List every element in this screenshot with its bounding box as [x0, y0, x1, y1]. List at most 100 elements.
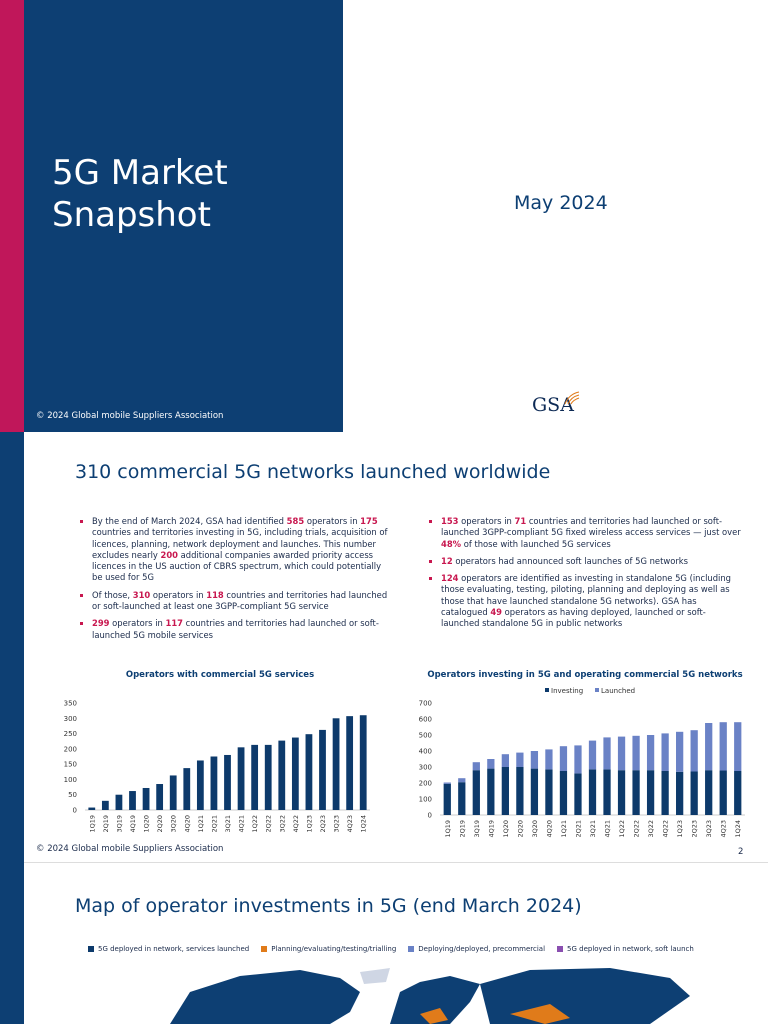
y-tick-label: 400: [419, 748, 432, 756]
x-tick-label: 3Q19: [473, 820, 481, 838]
bullet: By the end of March 2024, GSA had identi…: [80, 516, 392, 584]
bullet-text: Of those,: [92, 589, 133, 600]
page-number: 2: [738, 847, 744, 857]
x-tick-label: 2Q19: [102, 815, 110, 833]
x-tick-label: 1Q22: [618, 820, 626, 838]
x-tick-label: 3Q20: [531, 820, 539, 838]
bar-segment: [734, 722, 742, 771]
x-tick-label: 3Q22: [278, 815, 286, 833]
legend-swatch: [88, 946, 94, 952]
highlight: 310: [132, 589, 151, 600]
highlight: 117: [165, 618, 183, 629]
x-tick-label: 2Q19: [458, 820, 466, 838]
x-tick-label: 1Q23: [676, 820, 684, 838]
map-greenland: [360, 968, 390, 984]
bar-segment: [661, 771, 669, 815]
x-tick-label: 2Q21: [210, 815, 218, 833]
x-tick-label: 4Q19: [487, 820, 495, 838]
logo-arcs: [564, 391, 580, 405]
bullets-right: 153 operators in 71 countries and territ…: [427, 516, 741, 636]
legend-label: 5G deployed in network, services launche…: [98, 945, 250, 953]
legend-swatch: [595, 688, 599, 692]
bullet-text: countries and territories had launched o…: [92, 618, 379, 640]
x-tick-label: 1Q20: [502, 820, 510, 838]
legend-label: Deploying/deployed, precommercial: [418, 945, 546, 953]
y-tick-label: 0: [73, 807, 77, 815]
cover-title: 5G Market Snapshot: [52, 153, 228, 235]
bar-segment: [516, 752, 524, 767]
bar-segment: [530, 768, 539, 815]
bar-segment: [661, 733, 669, 771]
bar-segment: [690, 730, 698, 772]
bar-segment: [458, 778, 466, 783]
highlight: 48%: [441, 538, 462, 549]
map-region: [510, 1004, 570, 1024]
highlight: 118: [206, 589, 224, 600]
legend-swatch: [557, 946, 564, 952]
bar: [359, 715, 367, 810]
bullet-text: By the end of March 2024, GSA had identi…: [92, 516, 287, 526]
x-tick-label: 2Q23: [691, 820, 699, 838]
bullet: 12 operators had announced soft launches…: [429, 556, 741, 567]
y-tick-label: 300: [419, 764, 432, 772]
cover-panel: [24, 0, 343, 432]
bar-segment: [458, 782, 466, 815]
bar-segment: [603, 769, 611, 815]
bullet: 124 operators are identified as investin…: [429, 573, 741, 629]
slide-title: Map of operator investments in 5G (end M…: [75, 895, 582, 917]
map-americas: [170, 970, 360, 1024]
x-tick-label: 1Q24: [360, 815, 368, 833]
bar: [169, 775, 177, 810]
bar: [210, 756, 218, 810]
bar: [237, 747, 245, 810]
bullet-text: operators in: [150, 589, 207, 600]
x-tick-label: 1Q21: [560, 820, 568, 838]
bullet-text: operators in: [109, 618, 166, 629]
y-tick-label: 100: [64, 776, 77, 784]
highlight: 153: [441, 516, 459, 526]
y-tick-label: 100: [419, 796, 432, 804]
bar: [264, 744, 272, 810]
x-tick-label: 4Q20: [183, 815, 191, 833]
footer: © 2024 Global mobile Suppliers Associati…: [36, 844, 224, 854]
y-tick-label: 350: [64, 700, 77, 708]
bullet: 299 operators in 117 countries and terri…: [80, 618, 392, 641]
bar: [291, 737, 299, 810]
bar-segment: [705, 770, 713, 815]
y-tick-label: 150: [64, 761, 77, 769]
x-tick-label: 2Q23: [319, 815, 327, 833]
legend-item: 5G deployed in network, services launche…: [88, 945, 249, 953]
accent-stripe: [0, 0, 24, 432]
bar-segment: [443, 783, 451, 815]
x-tick-label: 4Q22: [662, 820, 670, 838]
x-tick-label: 2Q20: [156, 815, 164, 833]
bar: [305, 734, 313, 810]
bar: [196, 760, 204, 810]
y-tick-label: 50: [68, 791, 77, 799]
slide-title: 310 commercial 5G networks launched worl…: [75, 461, 551, 483]
bullet: Of those, 310 operators in 118 countries…: [80, 589, 392, 613]
bullet-text: countries and territories investing in 5…: [92, 527, 388, 560]
bullet-text: operators in: [458, 516, 515, 526]
y-tick-label: 0: [428, 812, 432, 820]
bar-segment: [588, 740, 597, 770]
x-tick-label: 3Q20: [170, 815, 178, 833]
x-tick-label: 3Q23: [333, 815, 341, 833]
bar-segment: [530, 751, 539, 769]
bar: [224, 754, 231, 810]
legend-label: Planning/evaluating/testing/trialling: [271, 945, 397, 953]
bar-segment: [545, 769, 553, 815]
bullet-text: operators are identified as investing in…: [441, 573, 731, 618]
x-tick-label: 3Q22: [647, 820, 655, 838]
bullet-text: countries and territories had launched o…: [441, 516, 741, 538]
x-tick-label: 1Q21: [197, 815, 205, 833]
bar-segment: [472, 762, 480, 771]
bar-segment: [588, 769, 597, 815]
bullet-text: additional companies awarded priority ac…: [92, 549, 382, 583]
highlight: 585: [286, 516, 305, 526]
x-tick-label: 4Q23: [720, 820, 728, 838]
highlight: 49: [490, 607, 503, 618]
x-tick-label: 4Q22: [292, 815, 300, 833]
bar: [101, 800, 109, 810]
y-tick-label: 700: [419, 700, 432, 708]
